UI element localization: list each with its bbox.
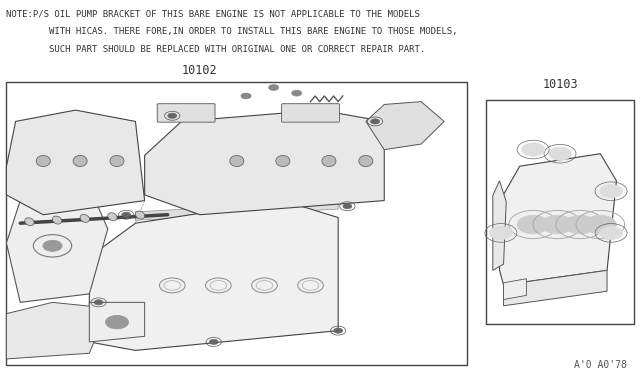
Polygon shape	[90, 201, 338, 350]
Circle shape	[94, 300, 103, 305]
FancyBboxPatch shape	[157, 104, 215, 122]
Circle shape	[333, 328, 342, 333]
Circle shape	[269, 84, 279, 90]
Circle shape	[122, 212, 131, 217]
Circle shape	[522, 143, 545, 156]
Circle shape	[371, 119, 380, 124]
Bar	[6, 82, 467, 365]
Circle shape	[600, 185, 623, 198]
Ellipse shape	[73, 155, 87, 167]
Circle shape	[548, 147, 572, 160]
Ellipse shape	[80, 214, 90, 222]
Polygon shape	[90, 302, 145, 342]
Text: A'0 A0'78: A'0 A0'78	[574, 360, 627, 370]
Circle shape	[106, 315, 129, 329]
Ellipse shape	[276, 155, 290, 167]
Polygon shape	[493, 181, 506, 270]
Ellipse shape	[135, 211, 145, 219]
Polygon shape	[136, 201, 338, 220]
Circle shape	[343, 203, 352, 209]
Polygon shape	[6, 302, 108, 359]
Polygon shape	[6, 110, 145, 215]
Circle shape	[600, 226, 623, 240]
Polygon shape	[366, 102, 444, 150]
Circle shape	[292, 90, 302, 96]
Circle shape	[490, 226, 513, 240]
Circle shape	[168, 113, 177, 118]
Polygon shape	[504, 279, 526, 299]
Text: WITH HICAS. THERE FORE,IN ORDER TO INSTALL THIS BARE ENGINE TO THOSE MODELS,: WITH HICAS. THERE FORE,IN ORDER TO INSTA…	[6, 27, 458, 36]
Text: NOTE:P/S OIL PUMP BRACKET OF THIS BARE ENGINE IS NOT APPLICABLE TO THE MODELS: NOTE:P/S OIL PUMP BRACKET OF THIS BARE E…	[6, 9, 420, 18]
Polygon shape	[6, 186, 108, 302]
Bar	[486, 100, 634, 324]
Polygon shape	[145, 110, 384, 215]
FancyBboxPatch shape	[282, 104, 339, 122]
Circle shape	[584, 215, 616, 234]
Ellipse shape	[110, 155, 124, 167]
Ellipse shape	[230, 155, 244, 167]
Circle shape	[43, 240, 62, 251]
Text: SUCH PART SHOULD BE REPLACED WITH ORIGINAL ONE OR CORRECT REPAIR PART.: SUCH PART SHOULD BE REPLACED WITH ORIGIN…	[6, 45, 426, 54]
Circle shape	[517, 215, 549, 234]
Ellipse shape	[25, 218, 34, 226]
Circle shape	[541, 215, 573, 234]
Text: 10103: 10103	[542, 78, 578, 91]
Ellipse shape	[322, 155, 336, 167]
Circle shape	[241, 93, 251, 99]
Circle shape	[564, 215, 596, 234]
Ellipse shape	[52, 216, 62, 224]
Ellipse shape	[36, 155, 51, 167]
Ellipse shape	[359, 155, 373, 167]
Polygon shape	[504, 270, 607, 306]
Polygon shape	[499, 154, 616, 285]
Circle shape	[209, 339, 218, 344]
Ellipse shape	[108, 213, 117, 221]
Text: 10102: 10102	[182, 64, 218, 77]
